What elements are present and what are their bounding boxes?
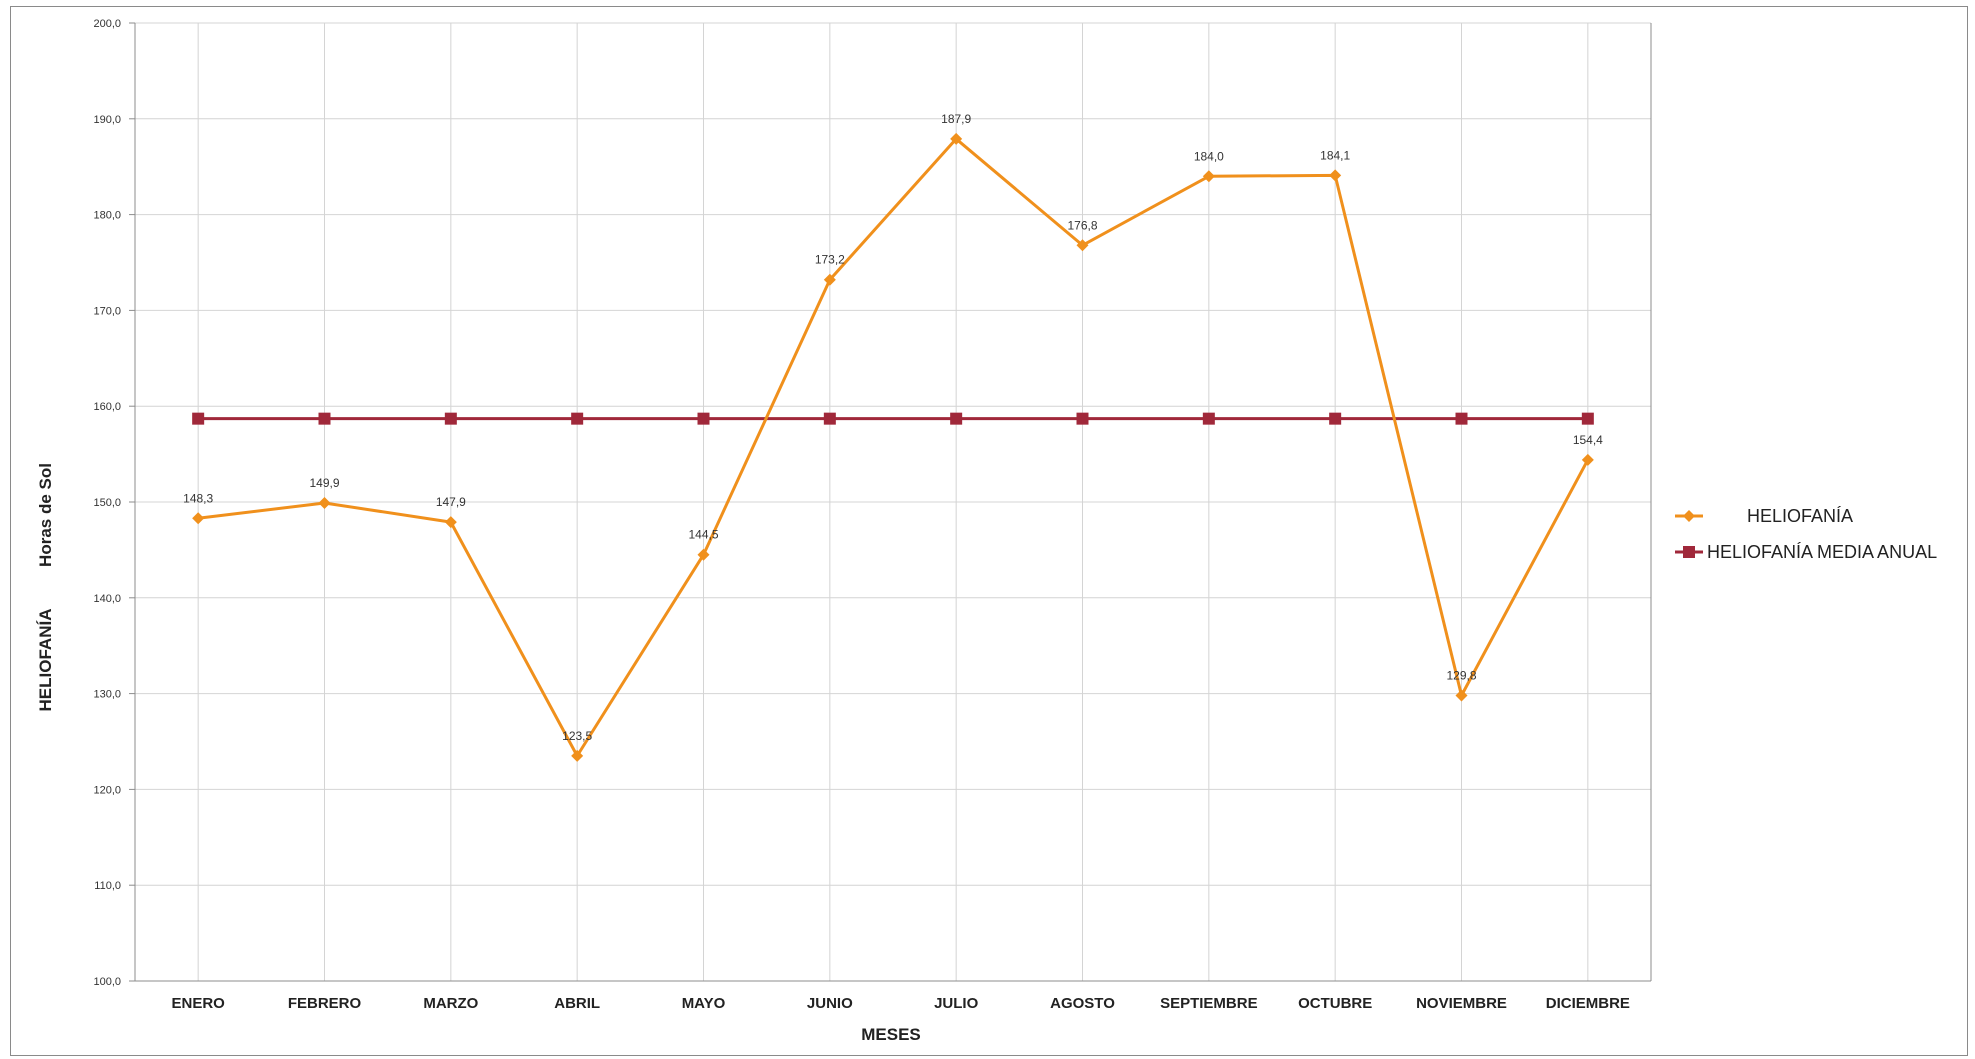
media-anual-point bbox=[1581, 412, 1594, 425]
x-tick-label: OCTUBRE bbox=[1298, 995, 1372, 1012]
media-anual-point bbox=[1076, 412, 1089, 425]
x-tick-label: JULIO bbox=[934, 995, 979, 1012]
y-tick-label: 100,0 bbox=[93, 976, 121, 988]
heliofania-point bbox=[1329, 169, 1342, 182]
heliofania-data-label: 154,4 bbox=[1573, 433, 1603, 447]
heliofania-point bbox=[1455, 689, 1468, 702]
axes: 100,0 110,0 120,0 130,0 140,0 150,0 160,0 170,0… bbox=[93, 18, 1652, 1012]
x-tick-label: NOVIEMBRE bbox=[1416, 995, 1507, 1012]
legend-media-anual-label: HELIOFANÍA MEDIA ANUAL bbox=[1707, 542, 1937, 562]
y-tick-label: 130,0 bbox=[93, 689, 121, 701]
y-tick-label: 200,0 bbox=[93, 18, 121, 30]
x-tick-label: SEPTIEMBRE bbox=[1160, 995, 1258, 1012]
heliofania-data-label: 149,9 bbox=[309, 476, 339, 490]
series-lines bbox=[192, 132, 1594, 762]
x-tick-label: JUNIO bbox=[807, 995, 853, 1012]
gridlines bbox=[135, 22, 1651, 982]
heliofania-point bbox=[571, 749, 584, 762]
y-axis-title-unit: Horas de Sol bbox=[36, 463, 55, 567]
y-tick-label: 180,0 bbox=[93, 210, 121, 222]
y-axis-title-main: HELIOFANÍA bbox=[36, 609, 55, 712]
heliofania-data-label: 148,3 bbox=[183, 491, 213, 505]
heliofania-data-label: 147,9 bbox=[436, 495, 466, 509]
chart-frame bbox=[10, 6, 1968, 1056]
legend-heliofania-label: HELIOFANÍA bbox=[1747, 506, 1853, 526]
x-tick-label: ENERO bbox=[171, 995, 225, 1012]
heliofania-point bbox=[444, 516, 457, 529]
heliofania-data-label: 187,9 bbox=[941, 112, 971, 126]
series-heliofania-line bbox=[197, 137, 1590, 758]
y-tick-label: 150,0 bbox=[93, 497, 121, 509]
x-tick-label: DICIEMBRE bbox=[1546, 995, 1630, 1012]
heliofania-data-label: 184,0 bbox=[1194, 149, 1224, 163]
x-axis-title: MESES bbox=[861, 1025, 921, 1044]
media-anual-point bbox=[950, 412, 963, 425]
y-tick-label: 160,0 bbox=[93, 401, 121, 413]
heliofania-point bbox=[318, 496, 331, 509]
legend-heliofania-diamond-icon bbox=[1683, 510, 1695, 522]
media-anual-point bbox=[1329, 412, 1342, 425]
x-tick-label: FEBRERO bbox=[288, 995, 362, 1012]
y-tick-label: 110,0 bbox=[94, 880, 121, 892]
legend: HELIOFANÍA HELIOFANÍA MEDIA ANUAL bbox=[1675, 506, 1937, 562]
x-tick-label: AGOSTO bbox=[1050, 995, 1115, 1012]
heliofania-point bbox=[697, 548, 710, 561]
media-anual-point bbox=[571, 412, 584, 425]
media-anual-point bbox=[192, 412, 205, 425]
heliofania-point bbox=[192, 512, 205, 525]
heliofania-point bbox=[823, 273, 836, 286]
data-labels: 148,3 149,9 147,9 123,5 144,5 173,2 187,9 176,8… bbox=[183, 112, 1603, 743]
media-anual-point bbox=[697, 412, 710, 425]
heliofania-data-label: 184,1 bbox=[1320, 148, 1350, 162]
x-tick-label: MARZO bbox=[423, 995, 478, 1012]
media-anual-point bbox=[1455, 412, 1468, 425]
media-anual-point bbox=[823, 412, 836, 425]
y-tick-label: 170,0 bbox=[93, 305, 121, 317]
heliofania-data-label: 129,8 bbox=[1446, 669, 1476, 683]
heliofania-point bbox=[1076, 239, 1089, 252]
y-tick-label: 140,0 bbox=[93, 593, 121, 605]
heliofania-point bbox=[1581, 453, 1594, 466]
legend-media-anual-square-icon bbox=[1683, 546, 1695, 558]
heliofania-point bbox=[1202, 170, 1215, 183]
heliofania-point bbox=[950, 132, 963, 145]
x-tick-label: MAYO bbox=[682, 995, 726, 1012]
media-anual-point bbox=[444, 412, 457, 425]
heliofania-data-label: 176,8 bbox=[1067, 218, 1097, 232]
x-tick-label: ABRIL bbox=[554, 995, 600, 1012]
media-anual-point bbox=[318, 412, 331, 425]
heliofania-data-label: 144,5 bbox=[688, 528, 718, 542]
heliofania-data-label: 173,2 bbox=[815, 253, 845, 267]
heliofania-data-label: 123,5 bbox=[562, 729, 592, 743]
media-anual-point bbox=[1202, 412, 1215, 425]
y-tick-label: 190,0 bbox=[93, 114, 121, 126]
y-tick-label: 120,0 bbox=[93, 784, 121, 796]
